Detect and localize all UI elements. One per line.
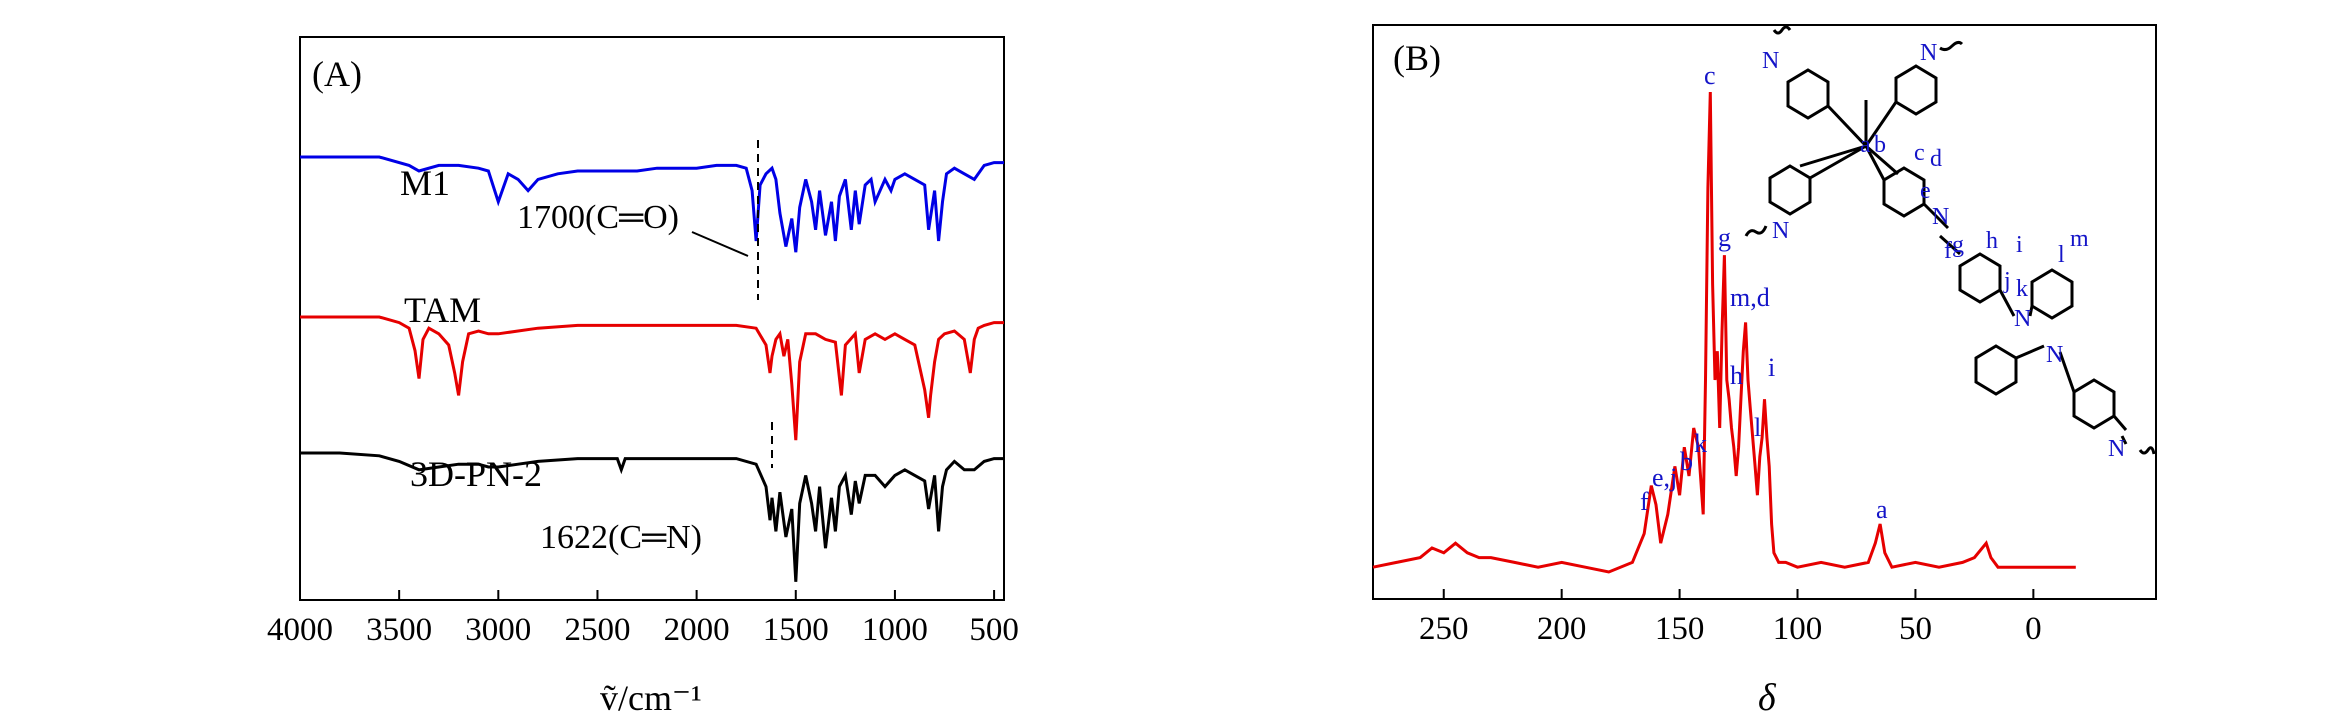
x-tick-label: 50 xyxy=(1899,611,1932,647)
x-tick-label: 1000 xyxy=(862,612,928,648)
svg-text:N: N xyxy=(2108,436,2125,462)
svg-text:a: a xyxy=(1860,132,1871,158)
annotation-1700-leader xyxy=(691,231,749,257)
panel-a-label: (A) xyxy=(312,54,362,94)
panel-b-series xyxy=(1372,91,2076,574)
x-tick-label: 100 xyxy=(1773,611,1823,647)
svg-text:e: e xyxy=(1920,178,1931,204)
x-tick-label: 2500 xyxy=(564,612,630,648)
peak-label-a: a xyxy=(1876,495,1888,524)
x-tick-label: 1500 xyxy=(763,612,829,648)
series-line-3d-pn-2 xyxy=(300,451,1004,582)
x-tick-label: 250 xyxy=(1419,611,1469,647)
panel-a: (A) 4000 3500 3000 2500 2000 1500 1000 500 M1 T… xyxy=(267,36,1019,718)
svg-text:h: h xyxy=(1986,228,1998,254)
peak-label-f: f xyxy=(1640,487,1649,516)
svg-text:c: c xyxy=(1914,140,1925,166)
series-label-tam: TAM xyxy=(404,290,481,330)
peak-label-i: i xyxy=(1768,353,1775,382)
annotation-1622: 1622(C═N) xyxy=(540,519,702,556)
peak-label-ej: e,j xyxy=(1652,463,1677,492)
panel-a-x-ticks: 4000 3500 3000 2500 2000 1500 1000 500 xyxy=(267,590,1019,648)
peak-label-g: g xyxy=(1718,223,1731,252)
panel-b: (B) 250 200 150 100 50 0 c g m,d h i l k b e,… xyxy=(1372,24,2157,719)
panel-a-series xyxy=(300,155,1004,582)
x-tick-label: 2000 xyxy=(664,612,730,648)
svg-text:k: k xyxy=(2016,276,2028,302)
svg-text:j: j xyxy=(2003,268,2011,294)
panel-b-label: (B) xyxy=(1393,38,1441,78)
peak-label-h: h xyxy=(1730,361,1743,390)
panel-b-frame xyxy=(1372,24,2157,600)
svg-text:m: m xyxy=(2070,226,2089,252)
panel-b-x-axis-label: δ xyxy=(1758,677,1777,719)
svg-text:g: g xyxy=(1952,232,1964,258)
peak-label-c: c xyxy=(1704,61,1716,90)
peak-label-md: m,d xyxy=(1730,283,1770,312)
annotation-1700: 1700(C═O) xyxy=(517,199,679,236)
panel-a-x-axis-label: ṽ/cm⁻¹ xyxy=(600,678,702,718)
x-tick-label: 200 xyxy=(1537,611,1587,647)
svg-text:N: N xyxy=(1932,204,1949,230)
svg-text:d: d xyxy=(1930,146,1942,172)
svg-text:N: N xyxy=(1762,48,1779,74)
series-label-3d-pn-2: 3D-PN-2 xyxy=(410,454,542,494)
x-tick-label: 4000 xyxy=(267,612,333,648)
svg-text:f: f xyxy=(1944,238,1952,264)
svg-text:b: b xyxy=(1874,132,1886,158)
svg-text:i: i xyxy=(2016,232,2023,258)
x-tick-label: 0 xyxy=(2025,611,2042,647)
panel-b-x-ticks: 250 200 150 100 50 0 xyxy=(1419,589,2042,647)
svg-text:N: N xyxy=(1920,40,1937,66)
peak-label-l: l xyxy=(1754,413,1761,442)
series-line-tam xyxy=(300,315,1004,441)
x-tick-label: 150 xyxy=(1655,611,1705,647)
peak-label-k: k xyxy=(1694,429,1707,458)
series-line-m1 xyxy=(300,155,1004,253)
chemical-structure-labels: N N N N N N N a b c d e f g h i j k l m xyxy=(1762,40,2125,462)
peak-label-b: b xyxy=(1680,447,1693,476)
svg-text:N: N xyxy=(1772,218,1789,244)
series-line-nmr xyxy=(1372,91,2076,574)
series-label-m1: M1 xyxy=(400,163,450,203)
x-tick-label: 3000 xyxy=(465,612,531,648)
svg-text:N: N xyxy=(2014,306,2031,332)
chemical-structure xyxy=(1744,25,2156,455)
x-tick-label: 500 xyxy=(969,612,1019,648)
x-tick-label: 3500 xyxy=(366,612,432,648)
svg-text:N: N xyxy=(2046,342,2063,368)
svg-text:l: l xyxy=(2058,242,2065,268)
